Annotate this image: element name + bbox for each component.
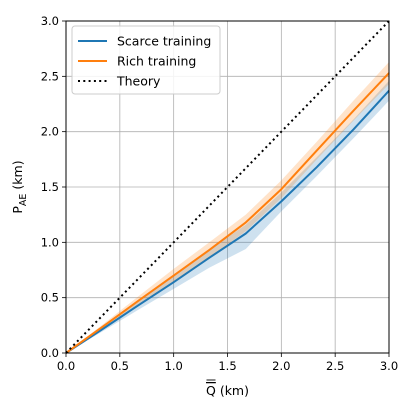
y-axis-label-subscript: AE: [18, 194, 29, 207]
line-series-0: [65, 90, 390, 354]
y-tick-label: 1.0: [41, 235, 59, 249]
x-axis-label-unit: (km): [216, 383, 249, 398]
legend-label-0: Scarce training: [117, 34, 211, 49]
series-lines: [65, 20, 390, 354]
x-axis-label: Q (km): [206, 383, 249, 398]
y-tick-label: 0.5: [41, 291, 59, 305]
legend-label-1: Rich training: [117, 54, 196, 69]
x-tick-label: 0.0: [57, 359, 75, 373]
axis-ticks: 0.0 0.5 1.0 1.5 2.0 2.5 3.0 0.0 0.5 1.0 1.5 2.0 2.5 3…: [41, 14, 398, 373]
legend-box: [71, 25, 221, 95]
y-axis-label: PAE (km): [10, 160, 29, 213]
y-tick-label: 0.0: [41, 346, 59, 360]
legend: Scarce training Rich training Theory: [71, 25, 221, 95]
y-tick-label: 2.5: [41, 69, 59, 83]
y-axis-label-symbol: P: [10, 206, 25, 214]
x-tick-label: 1.5: [218, 359, 236, 373]
x-tick-label: 2.5: [326, 359, 344, 373]
x-axis-label-symbol: Q: [206, 383, 216, 398]
legend-label-2: Theory: [116, 74, 161, 89]
line-series-1: [65, 72, 390, 354]
y-axis-label-unit: (km): [10, 160, 25, 193]
axis-labels: Q (km)PAE (km): [10, 160, 249, 398]
x-tick-label: 2.0: [272, 359, 290, 373]
x-tick-label: 3.0: [380, 359, 398, 373]
y-tick-label: 1.5: [41, 180, 59, 194]
y-tick-label: 3.0: [41, 14, 59, 28]
x-tick-label: 0.5: [111, 359, 129, 373]
y-tick-label: 2.0: [41, 125, 59, 139]
x-tick-label: 1.0: [165, 359, 183, 373]
